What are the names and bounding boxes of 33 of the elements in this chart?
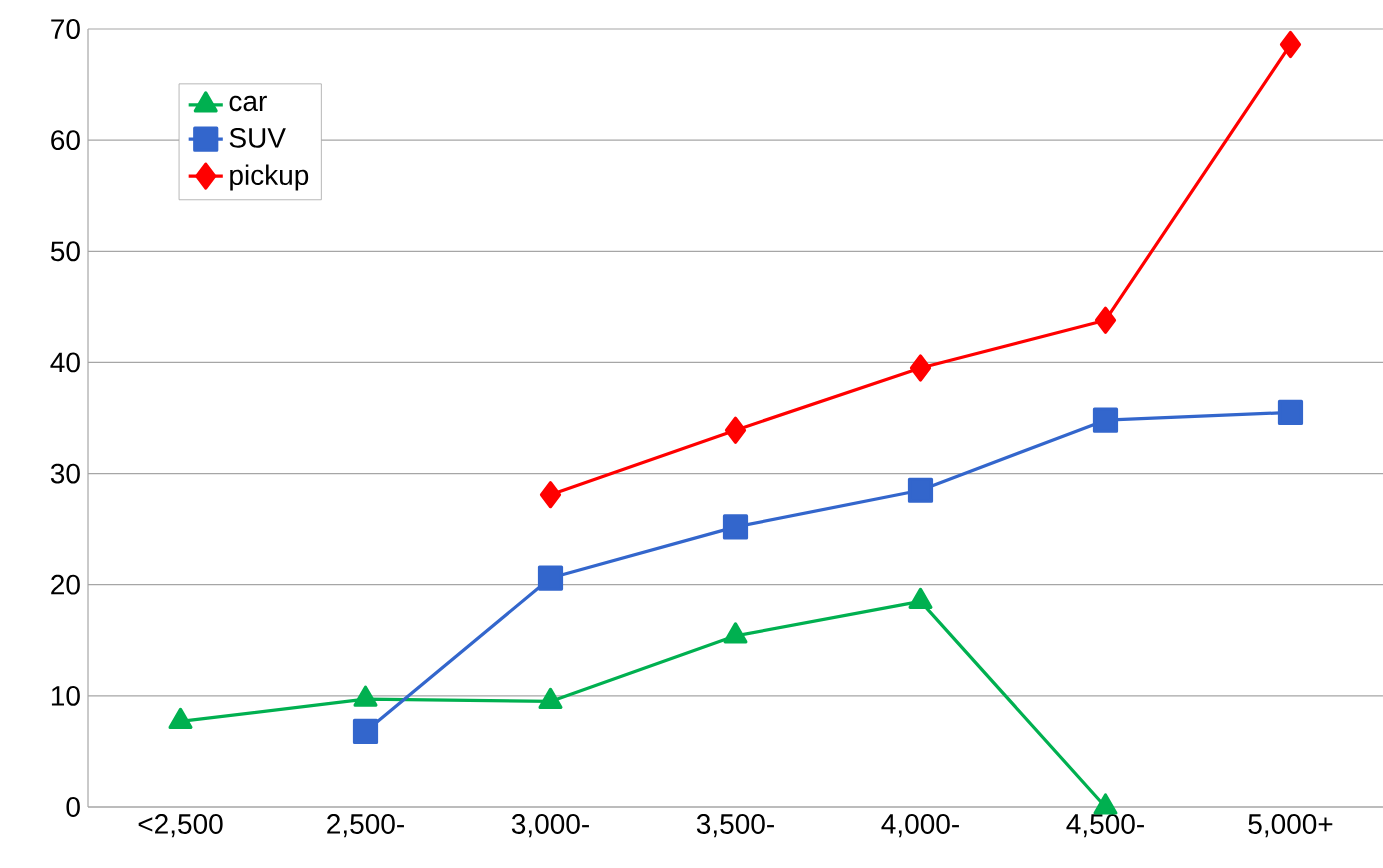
y-tick-label: 30 (50, 463, 80, 484)
point (168, 707, 193, 730)
legend-label: car (229, 95, 267, 112)
y-tick-label: 50 (50, 241, 80, 262)
point (538, 687, 563, 709)
point (1277, 399, 1304, 426)
point (1094, 306, 1117, 334)
x-tick-label: 4,500- (1066, 814, 1144, 838)
y-tick-label: 40 (50, 352, 80, 373)
y-tick-label: 60 (51, 130, 80, 151)
point (909, 354, 932, 382)
y-tick-label: 10 (51, 685, 80, 706)
x-tick-label: 5,000+ (1248, 814, 1333, 838)
point (353, 685, 378, 707)
y-tick-label: 70 (51, 19, 80, 39)
x-tick-label: <2,500 (138, 814, 223, 838)
point (539, 481, 562, 509)
point (724, 416, 747, 444)
point (907, 477, 934, 503)
point (1092, 407, 1119, 433)
x-tick-label: 3,000- (511, 814, 589, 838)
point (723, 622, 748, 644)
point (537, 565, 564, 591)
point (1093, 793, 1118, 815)
point (722, 514, 749, 540)
x-tick-label: 3,500- (696, 814, 774, 838)
x-tick-label: 2,500- (327, 814, 404, 838)
point (908, 587, 933, 609)
legend-label: pickup (230, 164, 309, 191)
y-tick-label: 20 (51, 574, 80, 595)
y-tick-label: 0 (66, 797, 80, 817)
legend-label: SUV (229, 127, 286, 148)
x-tick-label: 4,000- (881, 814, 959, 838)
